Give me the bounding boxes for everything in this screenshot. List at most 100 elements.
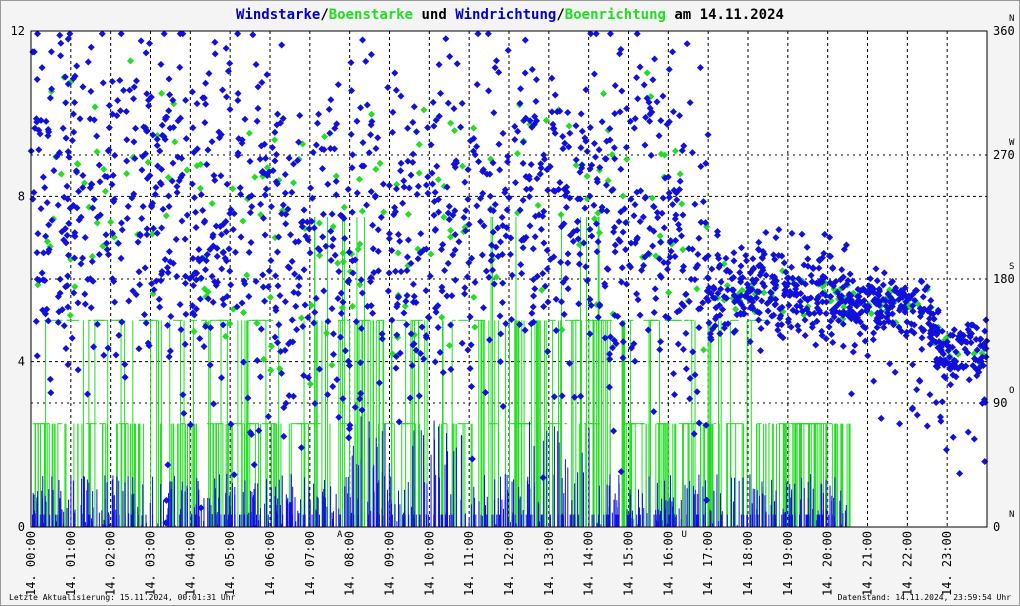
- wind-direction-point: [42, 117, 50, 125]
- wind-direction-point: [264, 413, 272, 421]
- wind-direction-point: [673, 196, 681, 204]
- wind-direction-point: [909, 361, 917, 369]
- wind-direction-point: [268, 143, 276, 151]
- wind-direction-point: [158, 224, 166, 232]
- wind-direction-point: [803, 243, 811, 251]
- wind-direction-point: [385, 235, 393, 243]
- wind-direction-point: [622, 219, 630, 227]
- wind-direction-point: [462, 206, 470, 214]
- wind-direction-point: [476, 194, 484, 202]
- wind-direction-point: [550, 187, 558, 195]
- wind-direction-point: [590, 201, 598, 209]
- wind-direction-point: [278, 41, 286, 49]
- wind-direction-point: [420, 355, 428, 363]
- wind-direction-point: [274, 339, 282, 347]
- wind-direction-point: [41, 184, 49, 192]
- wind-direction-point: [181, 340, 189, 348]
- wind-direction-point: [267, 203, 275, 211]
- wind-direction-point: [443, 292, 451, 300]
- wind-direction-point: [415, 392, 423, 400]
- wind-direction-point: [758, 297, 766, 305]
- wind-direction-point: [61, 73, 69, 81]
- wind-direction-point: [123, 214, 131, 222]
- wind-direction-point: [63, 231, 71, 239]
- wind-direction-point: [426, 272, 434, 280]
- wind-direction-point: [516, 206, 524, 214]
- wind-direction-point: [126, 86, 134, 94]
- wind-direction-point: [30, 189, 38, 197]
- wind-direction-point: [409, 118, 417, 126]
- wind-direction-point: [516, 320, 524, 328]
- wind-direction-point: [676, 177, 684, 185]
- wind-direction-point: [763, 319, 771, 327]
- wind-direction-point: [539, 474, 547, 482]
- wind-direction-point: [196, 335, 204, 343]
- wind-direction-point: [160, 132, 168, 140]
- wind-direction-point: [622, 246, 630, 254]
- wind-direction-point: [230, 471, 238, 479]
- wind-direction-point: [610, 144, 618, 152]
- wind-direction-point: [182, 96, 190, 104]
- wind-direction-point: [917, 277, 925, 285]
- wind-direction-point: [965, 376, 973, 384]
- wind-direction-point: [564, 285, 572, 293]
- wind-direction-point: [345, 277, 353, 285]
- wind-direction-point: [530, 292, 538, 300]
- wind-direction-point: [678, 300, 686, 308]
- wind-direction-point: [318, 145, 326, 153]
- wind-direction-point: [57, 52, 65, 60]
- wind-direction-point: [541, 155, 549, 163]
- wind-direction-point: [202, 79, 210, 87]
- wind-direction-point: [220, 301, 228, 309]
- wind-direction-point: [932, 362, 940, 370]
- wind-direction-point: [95, 251, 103, 259]
- wind-direction-point: [497, 238, 505, 246]
- wind-direction-point: [788, 229, 796, 237]
- wind-direction-point: [166, 91, 174, 99]
- x-tick-label: 14. 01:00: [64, 531, 78, 596]
- gust-direction-point: [583, 172, 591, 180]
- wind-direction-point: [282, 220, 290, 228]
- wind-direction-point: [275, 233, 283, 241]
- gust-direction-point: [723, 282, 731, 290]
- wind-direction-point: [424, 173, 432, 181]
- wind-direction-point: [980, 396, 988, 404]
- wind-direction-point: [284, 263, 292, 271]
- wind-direction-point: [271, 157, 279, 165]
- x-tick-label: 14. 21:00: [861, 531, 875, 596]
- wind-direction-point: [821, 273, 829, 281]
- wind-direction-point: [292, 302, 300, 310]
- gust-direction-point: [338, 304, 346, 312]
- wind-direction-point: [552, 295, 560, 303]
- wind-direction-point: [633, 235, 641, 243]
- wind-direction-point: [497, 330, 505, 338]
- wind-direction-point: [178, 217, 186, 225]
- wind-direction-point: [370, 269, 378, 277]
- wind-direction-point: [540, 239, 548, 247]
- wind-direction-point: [433, 162, 441, 170]
- wind-direction-point: [670, 370, 678, 378]
- wind-direction-point: [413, 190, 421, 198]
- wind-direction-point: [659, 194, 667, 202]
- wind-direction-point: [299, 217, 307, 225]
- wind-direction-point: [518, 270, 526, 278]
- gust-direction-point: [471, 323, 479, 331]
- wind-direction-point: [941, 356, 949, 364]
- wind-direction-point: [199, 94, 207, 102]
- wind-direction-point: [801, 332, 809, 340]
- wind-direction-point: [192, 276, 200, 284]
- wind-direction-point: [81, 300, 89, 308]
- wind-direction-point: [651, 55, 659, 63]
- wind-direction-point: [618, 320, 626, 328]
- wind-direction-point: [769, 278, 777, 286]
- wind-direction-point: [397, 159, 405, 167]
- wind-direction-point: [111, 298, 119, 306]
- wind-direction-point: [646, 110, 654, 118]
- wind-direction-point: [743, 257, 751, 265]
- wind-direction-point: [86, 275, 94, 283]
- wind-direction-point: [722, 254, 730, 262]
- wind-direction-point: [136, 232, 144, 240]
- wind-direction-point: [651, 285, 659, 293]
- wind-direction-point: [885, 318, 893, 326]
- wind-direction-point: [961, 337, 969, 345]
